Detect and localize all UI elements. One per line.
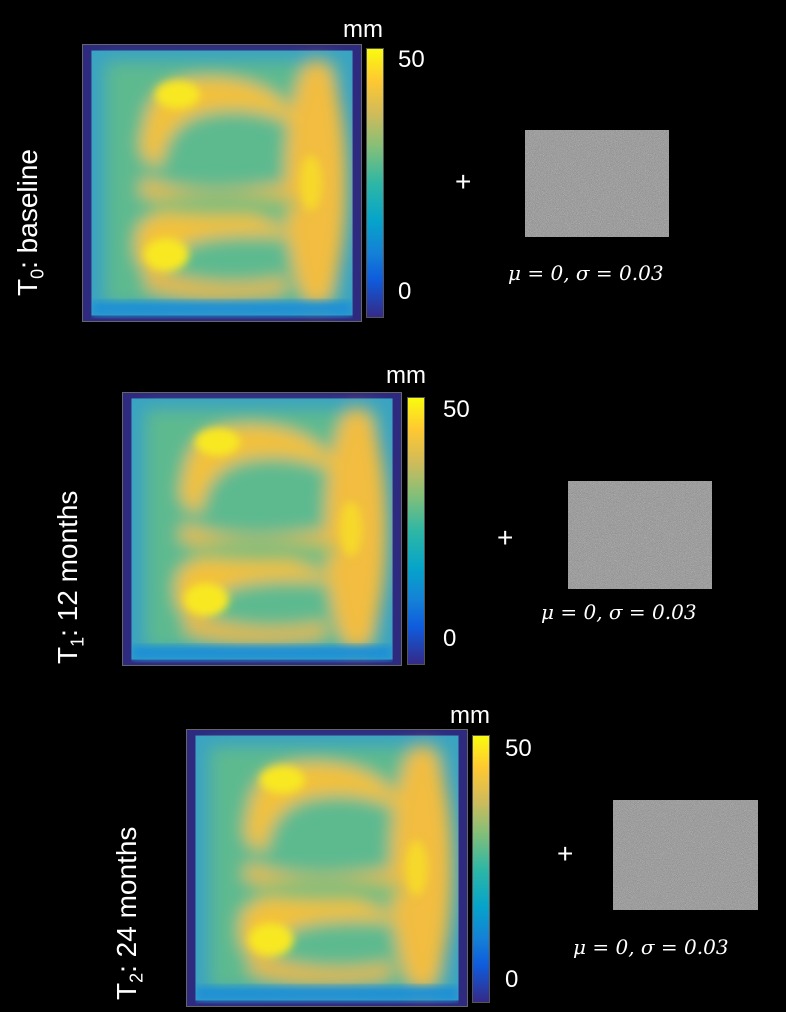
thickness-map [186,729,468,1007]
noise-params: μ = 0, σ = 0.03 [541,600,697,624]
colorbar-max: 50 [398,46,425,73]
colorbar-max: 50 [505,735,532,762]
colorbar-min: 0 [398,278,412,305]
plus-sign: + [557,838,574,869]
thickness-map [82,44,362,322]
noise-params: μ = 0, σ = 0.03 [573,935,729,959]
colorbar-min: 0 [505,966,519,993]
plus-sign: + [455,166,472,197]
noise-image [568,481,712,589]
colorbar-min: 0 [443,625,457,652]
colorbar [366,48,384,318]
colorbar [472,735,490,1003]
thickness-map [122,392,402,666]
colorbar-unit: mm [343,16,383,43]
colorbar [407,397,425,665]
timepoint-label: T2: 24 months [111,826,147,1000]
plus-sign: + [497,522,514,553]
colorbar-unit: mm [450,702,490,729]
timepoint-label: T1: 12 months [52,490,88,664]
timepoint-label: T0: baseline [12,149,48,296]
colorbar-unit: mm [386,362,426,389]
noise-image [613,800,758,910]
noise-image [525,130,669,237]
colorbar-max: 50 [443,396,470,423]
noise-params: μ = 0, σ = 0.03 [508,261,664,285]
